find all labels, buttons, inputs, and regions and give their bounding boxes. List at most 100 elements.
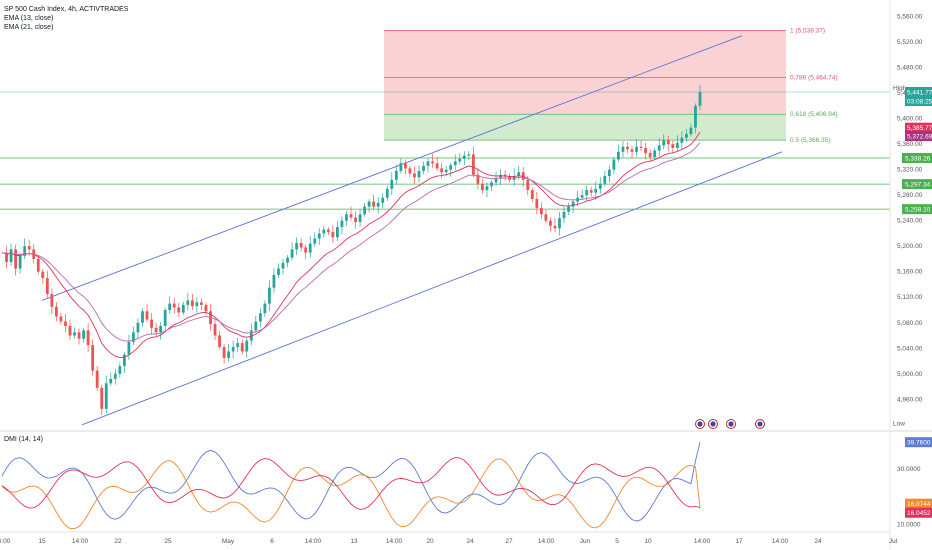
- dmi-plus-label-box: [905, 437, 932, 448]
- dmi-adx-label: 16.0452: [907, 510, 931, 517]
- candle-body: [453, 161, 457, 166]
- candle-body: [535, 199, 539, 208]
- candle-body: [236, 343, 240, 347]
- candle-body: [132, 332, 135, 342]
- countdown-label: 03:08:25: [907, 98, 932, 105]
- candle-body: [376, 202, 380, 207]
- candle-body: [95, 370, 99, 388]
- x-tick-label: May: [222, 538, 235, 545]
- event-markers[interactable]: [695, 419, 765, 429]
- event-flag-icon-center: [757, 421, 763, 427]
- candle-body: [675, 142, 679, 148]
- candle-body: [122, 354, 126, 367]
- dmi-title[interactable]: DMI (14, 14): [4, 436, 43, 443]
- candle-body: [104, 383, 108, 409]
- y-tick-label: 4,960.00: [897, 396, 923, 403]
- event-flag-icon-center: [697, 421, 703, 427]
- candle-body: [666, 140, 670, 145]
- x-tick-label: 14:00: [772, 538, 789, 545]
- level-price-label: 5,258.10: [905, 207, 931, 214]
- candle-body: [549, 220, 552, 226]
- candle-body: [385, 188, 389, 198]
- candle-body: [82, 330, 85, 339]
- candle-body: [263, 303, 267, 314]
- x-tick-label: 14:00: [386, 538, 403, 545]
- candle-body: [91, 345, 95, 371]
- candle-body: [299, 243, 303, 248]
- candle-body: [680, 137, 684, 143]
- level-price-box: [902, 179, 932, 190]
- candle-body: [626, 146, 629, 150]
- x-tick-label: 27: [505, 538, 513, 545]
- candle-body: [245, 340, 249, 352]
- ema-lines: [1, 131, 701, 359]
- candle-body: [45, 278, 49, 295]
- legend-ema21[interactable]: EMA (21, close): [4, 24, 53, 31]
- candle-body: [594, 188, 598, 193]
- y-tick-label: 5,000.00: [897, 371, 923, 378]
- candle-body: [136, 322, 140, 333]
- candle-body: [617, 151, 620, 160]
- candle-body: [159, 325, 163, 333]
- x-tick-label: 10: [644, 538, 652, 545]
- horizontal-levels: 5,338.26 5,297.34 5,258.10: [0, 91, 932, 215]
- candle-body: [190, 300, 194, 307]
- x-tick-label: 14:00: [694, 538, 711, 545]
- legend-ema13[interactable]: EMA (13, close): [4, 15, 53, 22]
- channel-upper-line: [41, 35, 743, 301]
- candle-body: [553, 225, 557, 229]
- candle-body: [440, 168, 444, 173]
- last-price-label-box: [905, 86, 932, 97]
- candle-body: [213, 324, 217, 336]
- candle-body: [603, 176, 607, 184]
- candle-body: [227, 351, 231, 358]
- candle-body: [662, 140, 666, 146]
- candle-body: [27, 246, 31, 250]
- candle-body: [685, 133, 688, 138]
- candle-body: [694, 105, 697, 128]
- candle-body: [458, 158, 462, 162]
- ema-21-line: [1, 142, 701, 342]
- candle-body: [567, 206, 570, 212]
- fib-label: 1 (5,538.37): [790, 27, 825, 34]
- candle-body: [558, 218, 561, 229]
- candle-body: [367, 201, 371, 207]
- low-price-label: 4,923.20: [907, 420, 932, 427]
- candle-body: [336, 227, 339, 238]
- candle-body: [539, 207, 543, 215]
- candle-body: [607, 169, 611, 177]
- candle-body: [118, 366, 122, 374]
- candle-body: [249, 330, 253, 341]
- candle-body: [73, 332, 76, 336]
- candle-body: [77, 332, 81, 339]
- y-tick-label: 5,360.00: [897, 141, 923, 148]
- candle-body: [589, 190, 593, 193]
- candle-body: [254, 321, 258, 331]
- candle-body: [113, 373, 117, 379]
- ema-13-line: [1, 131, 701, 359]
- x-tick-label: 24: [814, 538, 822, 545]
- candle-body: [580, 195, 584, 198]
- x-tick-label: 13: [350, 538, 358, 545]
- x-tick-label: 25: [164, 538, 172, 545]
- dmi-lines: [1, 442, 701, 530]
- x-tick-label: 14:00: [72, 538, 89, 545]
- low-price-label-box: [905, 417, 932, 428]
- candle-body: [109, 378, 113, 384]
- candle-body: [240, 343, 244, 352]
- candle-body: [657, 145, 661, 151]
- candle-body: [426, 161, 430, 166]
- dmi-minus-label: 16.0744: [907, 501, 931, 508]
- dmi-minus-label-box: [905, 498, 932, 509]
- candle-body: [258, 313, 262, 322]
- candle-body: [231, 346, 235, 352]
- fib-label: 0.786 (5,464.74): [790, 74, 838, 81]
- level-price-label: 5,338.26: [905, 156, 931, 163]
- x-tick-label: 14:00: [305, 538, 322, 545]
- candle-body: [562, 211, 566, 219]
- y-tick-label: 5,240.00: [897, 218, 923, 225]
- candle-body: [317, 233, 321, 239]
- countdown-label-box: [905, 95, 932, 106]
- level-price-box: [902, 204, 932, 215]
- candle-body: [281, 262, 285, 269]
